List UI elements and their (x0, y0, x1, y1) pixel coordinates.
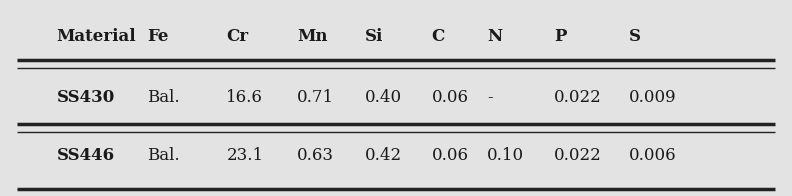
Text: 0.42: 0.42 (364, 147, 402, 164)
Text: 0.06: 0.06 (432, 90, 469, 106)
Text: Bal.: Bal. (147, 90, 180, 106)
Text: Bal.: Bal. (147, 147, 180, 164)
Text: 0.10: 0.10 (487, 147, 524, 164)
Text: Fe: Fe (147, 28, 169, 45)
Text: SS430: SS430 (57, 90, 115, 106)
Text: 16.6: 16.6 (227, 90, 263, 106)
Text: N: N (487, 28, 502, 45)
Text: Material: Material (57, 28, 136, 45)
Text: S: S (629, 28, 641, 45)
Text: -: - (487, 90, 493, 106)
Text: 0.009: 0.009 (629, 90, 676, 106)
Text: 23.1: 23.1 (227, 147, 264, 164)
Text: Cr: Cr (227, 28, 249, 45)
Text: SS446: SS446 (57, 147, 115, 164)
Text: Mn: Mn (297, 28, 328, 45)
Text: 0.006: 0.006 (629, 147, 676, 164)
Text: 0.40: 0.40 (364, 90, 402, 106)
Text: 0.71: 0.71 (297, 90, 334, 106)
Text: 0.63: 0.63 (297, 147, 334, 164)
Text: 0.06: 0.06 (432, 147, 469, 164)
Text: C: C (432, 28, 445, 45)
Text: 0.022: 0.022 (554, 90, 602, 106)
Text: P: P (554, 28, 566, 45)
Text: Si: Si (364, 28, 383, 45)
Text: 0.022: 0.022 (554, 147, 602, 164)
